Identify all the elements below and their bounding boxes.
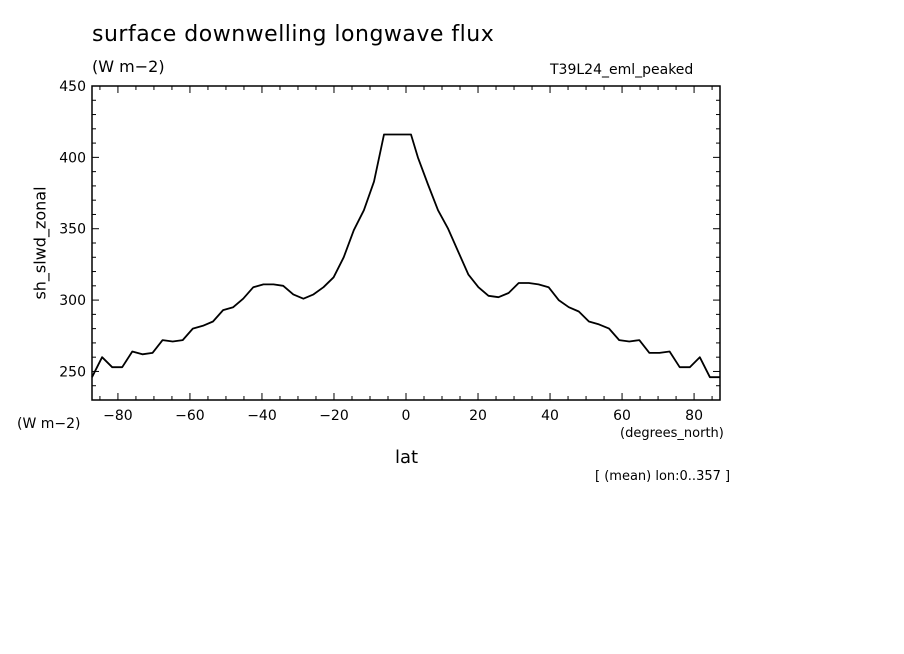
y-tick-label: 250 bbox=[59, 364, 86, 380]
x-tick-label: 0 bbox=[402, 408, 411, 424]
x-tick-label: 60 bbox=[613, 408, 631, 424]
averaging-note: [ (mean) lon:0..357 ] bbox=[595, 469, 731, 484]
y-tick-label: 350 bbox=[59, 222, 86, 238]
x-tick-label: 40 bbox=[541, 408, 559, 424]
plot-frame bbox=[91, 85, 721, 401]
x-tick-label: −80 bbox=[103, 408, 133, 424]
y-tick-label: 450 bbox=[59, 79, 86, 95]
y-tick-label: 400 bbox=[59, 150, 86, 166]
x-tick-label: −20 bbox=[319, 408, 349, 424]
series-layer bbox=[91, 133, 720, 379]
y-tick-label: 300 bbox=[59, 293, 86, 309]
x-axis-label: lat bbox=[395, 447, 419, 468]
y-axis-units: (W m−2) bbox=[17, 416, 81, 432]
x-tick-label: −60 bbox=[175, 408, 205, 424]
chart-units: (W m−2) bbox=[92, 57, 165, 76]
x-axis-units: (degrees_north) bbox=[620, 426, 724, 441]
x-tick-label: 80 bbox=[685, 408, 703, 424]
chart-title: surface downwelling longwave flux bbox=[92, 22, 495, 47]
x-tick-label: −40 bbox=[247, 408, 277, 424]
series-line-0 bbox=[91, 133, 720, 379]
axis-ticks: −80 −60 −40 −20 0 20 40 60 80 250 300 350 400 450 bbox=[59, 79, 720, 424]
x-tick-label: 20 bbox=[469, 408, 487, 424]
run-label: T39L24_eml_peaked bbox=[550, 62, 694, 78]
